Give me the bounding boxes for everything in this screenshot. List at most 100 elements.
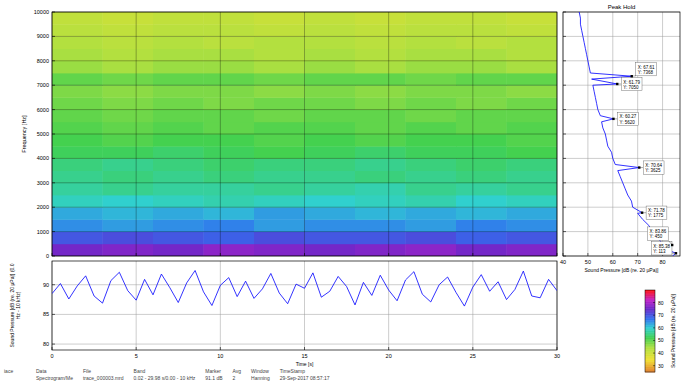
plot-background bbox=[52, 261, 557, 350]
annotation-text: Y: 5620 bbox=[619, 120, 635, 125]
y-grid-line bbox=[52, 182, 557, 183]
heatmap-cells bbox=[52, 12, 557, 256]
colorbar-strip bbox=[645, 335, 655, 336]
colorbar-strip bbox=[645, 347, 655, 348]
heatmap-cell bbox=[406, 232, 457, 245]
heatmap-cell bbox=[254, 232, 305, 245]
y-grid-line bbox=[52, 109, 557, 110]
annotation-box bbox=[636, 63, 657, 76]
heatmap-cell bbox=[254, 85, 305, 98]
heatmap-cell bbox=[305, 12, 356, 25]
colorbar-strip bbox=[645, 370, 655, 371]
colorbar-strip bbox=[645, 310, 655, 311]
heatmap-cell bbox=[507, 36, 558, 49]
colorbar-strip bbox=[645, 318, 655, 319]
heatmap-cell bbox=[406, 183, 457, 196]
colorbar-strip bbox=[645, 330, 655, 331]
heatmap-cell bbox=[254, 146, 305, 159]
y-grid-line bbox=[52, 158, 557, 159]
heatmap-cell bbox=[153, 97, 204, 110]
heatmap-cell bbox=[507, 232, 558, 245]
colorbar-strip bbox=[645, 361, 655, 362]
heatmap-cell bbox=[204, 232, 255, 245]
heatmap-cell bbox=[254, 97, 305, 110]
heatmap-cell bbox=[52, 49, 103, 62]
y-tick-label: 2000 bbox=[37, 204, 49, 210]
heatmap-cell bbox=[153, 146, 204, 159]
colorbar-strip bbox=[645, 310, 655, 311]
y-tick bbox=[52, 109, 55, 110]
colorbar-strip bbox=[645, 301, 655, 302]
heatmap-cell bbox=[153, 49, 204, 62]
heatmap-cell bbox=[153, 183, 204, 196]
footer-label: Band bbox=[134, 368, 146, 374]
heatmap-cell bbox=[305, 134, 356, 147]
heatmap-cell bbox=[355, 158, 406, 171]
colorbar-strip bbox=[645, 359, 655, 360]
heatmap-cell bbox=[52, 110, 103, 123]
heatmap-cell bbox=[355, 110, 406, 123]
heatmap-cell bbox=[204, 158, 255, 171]
colorbar-tick bbox=[653, 365, 655, 366]
heatmap-cell bbox=[406, 207, 457, 220]
y-tick bbox=[52, 134, 55, 135]
colorbar-strip bbox=[645, 332, 655, 333]
annotation-text: Y: 1775 bbox=[648, 213, 664, 218]
colorbar-strip bbox=[645, 357, 655, 358]
plot-frame bbox=[52, 12, 557, 256]
colorbar-strip bbox=[645, 308, 655, 309]
colorbar-strip bbox=[645, 298, 655, 299]
colorbar-strip bbox=[645, 298, 655, 299]
y-tick bbox=[52, 85, 55, 86]
annotation-marker bbox=[641, 211, 643, 213]
heatmap-cell bbox=[456, 24, 507, 37]
colorbar-strip bbox=[645, 294, 655, 295]
x-tick bbox=[637, 253, 638, 256]
x-tick-label: 80 bbox=[660, 259, 666, 265]
heatmap-cell bbox=[355, 73, 406, 86]
heatmap-cell bbox=[204, 12, 255, 25]
colorbar-strip bbox=[645, 343, 655, 344]
heatmap-cell bbox=[507, 85, 558, 98]
heatmap-cell bbox=[406, 134, 457, 147]
colorbar-strip bbox=[645, 322, 655, 323]
heatmap-cell bbox=[204, 61, 255, 74]
heatmap-cell bbox=[254, 61, 305, 74]
colorbar-strip bbox=[645, 313, 655, 314]
x-grid-line bbox=[472, 261, 473, 350]
annotation-text: Y: 7368 bbox=[638, 70, 654, 75]
heatmap-cell bbox=[456, 73, 507, 86]
y-tick-label: 4000 bbox=[37, 155, 49, 161]
heatmap-cell bbox=[204, 146, 255, 159]
heatmap-cell bbox=[153, 12, 204, 25]
colorbar-strip bbox=[645, 327, 655, 328]
colorbar-strip bbox=[645, 364, 655, 365]
heatmap-cell bbox=[103, 85, 154, 98]
y-tick-label: 1000 bbox=[37, 229, 49, 235]
heatmap-cell bbox=[52, 61, 103, 74]
heatmap-cell bbox=[204, 36, 255, 49]
y-grid-line bbox=[52, 231, 557, 232]
colorbar-strip bbox=[645, 306, 655, 307]
heatmap-cell bbox=[406, 219, 457, 232]
heatmap-cell bbox=[103, 97, 154, 110]
heatmap-cell bbox=[406, 73, 457, 86]
heatmap-cell bbox=[355, 49, 406, 62]
colorbar-strip bbox=[645, 365, 655, 366]
y-tick-label: 0 bbox=[46, 253, 49, 259]
colorbar-strip bbox=[645, 363, 655, 364]
y-grid-line bbox=[563, 158, 680, 159]
heatmap-cell bbox=[153, 158, 204, 171]
heatmap-cell bbox=[355, 122, 406, 135]
colorbar-strip bbox=[645, 337, 655, 338]
y-axis-title-line: Hz - 10 kHz) bbox=[15, 291, 21, 319]
colorbar-strip bbox=[645, 352, 655, 353]
heatmap-cell bbox=[507, 12, 558, 25]
heatmap-cell bbox=[254, 219, 305, 232]
y-tick-label: 85 bbox=[43, 311, 49, 317]
heatmap-cell bbox=[456, 49, 507, 62]
heatmap-cell bbox=[103, 158, 154, 171]
heatmap-cell bbox=[204, 244, 255, 256]
heatmap-cell bbox=[355, 12, 406, 25]
colorbar-strip bbox=[645, 354, 655, 355]
